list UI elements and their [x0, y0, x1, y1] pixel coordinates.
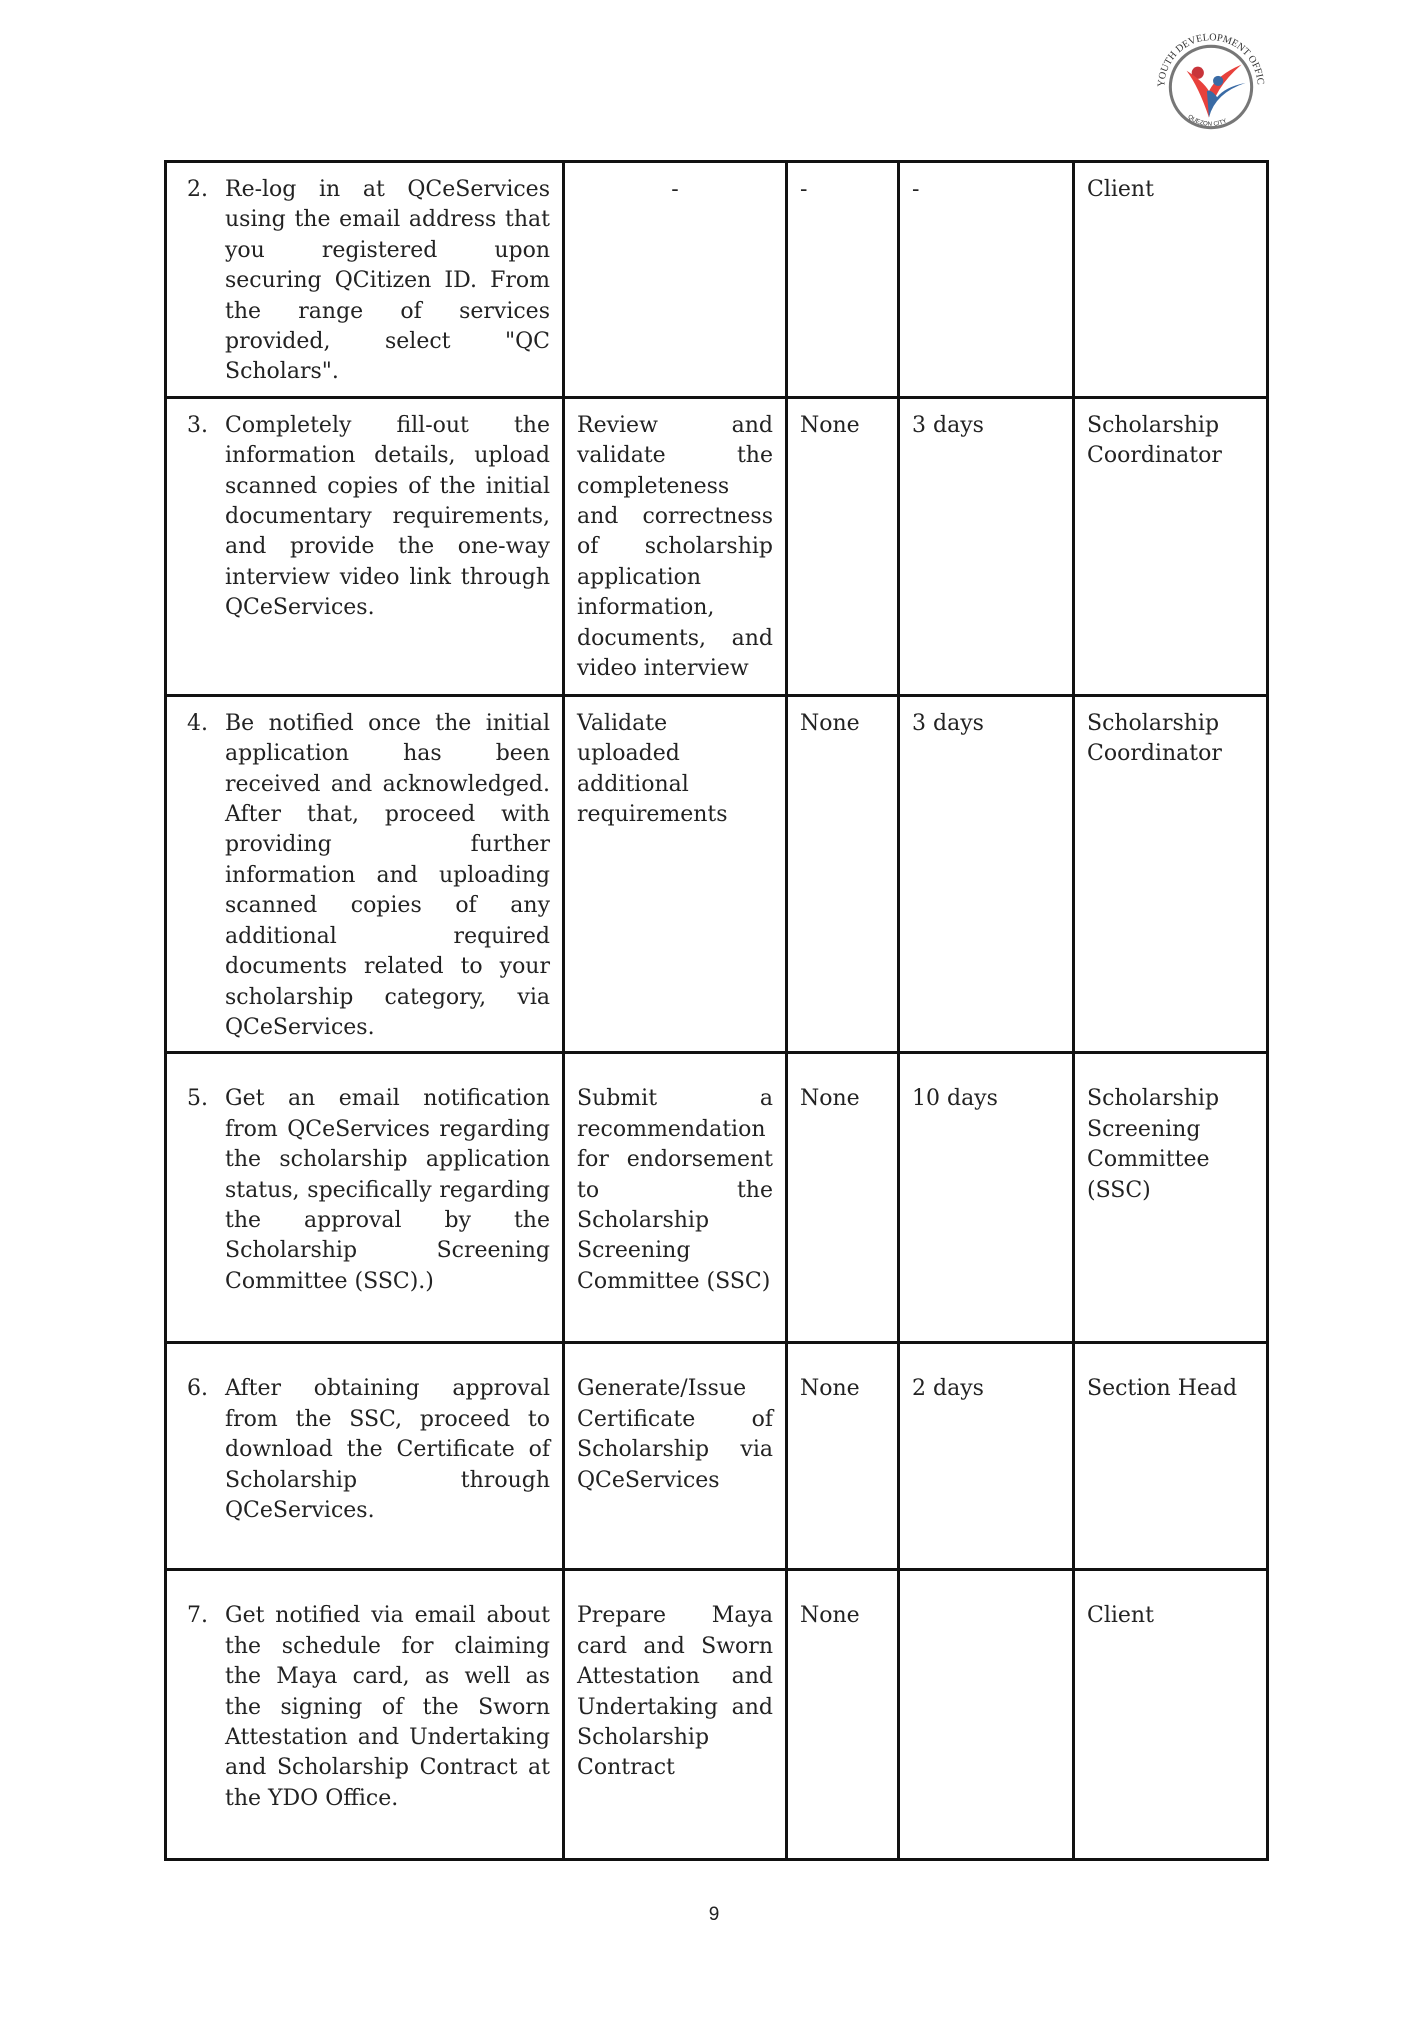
- youth-development-office-logo: YOUTH DEVELOPMENT OFFICE QUEZON CITY: [1150, 26, 1266, 130]
- agency-action-text: Generate/Issue Certificate of Scholarshi…: [577, 1376, 773, 1493]
- client-step-cell: 4. Be notified once the initial applicati…: [164, 693, 565, 1055]
- client-step-cell: 7. Get notified via email about the sched…: [164, 1568, 565, 1862]
- person-responsible-text: Section Head: [1087, 1376, 1238, 1402]
- processing-time-text: 3 days: [912, 412, 984, 438]
- agency-action-text: Review and validate the completeness and…: [577, 412, 773, 682]
- person-responsible-text: Scholarship Coordinator: [1087, 710, 1222, 767]
- table-row: 3. Completely fill-out the information de…: [164, 395, 1269, 697]
- agency-action-cell: -: [562, 160, 788, 399]
- step-text: Get an email notification from QCeServic…: [225, 1086, 550, 1294]
- processing-time-text: 10 days: [912, 1086, 998, 1112]
- fees-cell: None: [785, 1341, 900, 1572]
- fees-text: -: [800, 177, 808, 202]
- fees-text: None: [800, 1603, 860, 1629]
- processing-time-cell: 10 days: [897, 1051, 1075, 1345]
- step-text: Be notified once the initial application…: [225, 710, 550, 1040]
- fees-text: None: [800, 1086, 860, 1112]
- person-responsible-text: Scholarship Screening Committee (SSC): [1087, 1086, 1220, 1203]
- client-step-cell: 3. Completely fill-out the information de…: [164, 395, 565, 697]
- person-responsible-text: Client: [1087, 1603, 1154, 1629]
- person-responsible-text: Client: [1087, 177, 1154, 202]
- step-text: Get notified via email about the schedul…: [225, 1603, 550, 1811]
- processing-time-cell: -: [897, 160, 1075, 399]
- procedure-table: 2. Re-log in at QCeServices using the ema…: [164, 160, 1269, 1862]
- fees-text: None: [800, 710, 860, 736]
- step-number: 6.: [187, 1376, 208, 1402]
- agency-action-cell: Submit a recommendation for endorsement …: [562, 1051, 788, 1345]
- processing-time-cell: 3 days: [897, 395, 1075, 697]
- processing-time-cell: 3 days: [897, 693, 1075, 1055]
- fees-cell: None: [785, 1051, 900, 1345]
- page-number: 9: [708, 1904, 720, 1925]
- person-responsible-cell: Client: [1072, 160, 1269, 399]
- step-number: 5.: [187, 1086, 208, 1112]
- processing-time-cell: 2 days: [897, 1341, 1075, 1572]
- agency-action-text: Validate uploaded additional requirement…: [577, 710, 728, 828]
- agency-action-text: Prepare Maya card and Sworn Attestation …: [577, 1603, 773, 1781]
- table-row: 4. Be notified once the initial applicati…: [164, 693, 1269, 1055]
- agency-action-cell: Review and validate the completeness and…: [562, 395, 788, 697]
- step-text: Re-log in at QCeServices using the email…: [225, 177, 550, 385]
- client-step-cell: 6. After obtaining approval from the SSC,…: [164, 1341, 565, 1572]
- fees-text: None: [800, 412, 860, 438]
- fees-cell: None: [785, 395, 900, 697]
- svg-text:QUEZON CITY: QUEZON CITY: [1186, 113, 1227, 127]
- processing-time-text: -: [912, 177, 920, 202]
- person-responsible-cell: Scholarship Coordinator: [1072, 395, 1269, 697]
- fees-cell: None: [785, 1568, 900, 1862]
- agency-action-text: Submit a recommendation for endorsement …: [577, 1086, 773, 1294]
- table-row: 5. Get an email notification from QCeServ…: [164, 1051, 1269, 1345]
- person-responsible-cell: Scholarship Coordinator: [1072, 693, 1269, 1055]
- fees-text: None: [800, 1376, 860, 1402]
- agency-action-cell: Prepare Maya card and Sworn Attestation …: [562, 1568, 788, 1862]
- person-responsible-text: Scholarship Coordinator: [1087, 412, 1222, 469]
- person-responsible-cell: Section Head: [1072, 1341, 1269, 1572]
- processing-time-text: 3 days: [912, 710, 984, 736]
- agency-action-text: -: [671, 177, 679, 202]
- processing-time-cell: [897, 1568, 1075, 1862]
- step-number: 7.: [187, 1603, 208, 1629]
- svg-text:YOUTH DEVELOPMENT OFFICE: YOUTH DEVELOPMENT OFFICE: [1150, 26, 1266, 87]
- person-responsible-cell: Scholarship Screening Committee (SSC): [1072, 1051, 1269, 1345]
- table-row: 7. Get notified via email about the sched…: [164, 1568, 1269, 1862]
- processing-time-text: 2 days: [912, 1376, 984, 1402]
- fees-cell: None: [785, 693, 900, 1055]
- client-step-cell: 2. Re-log in at QCeServices using the ema…: [164, 160, 565, 399]
- fees-cell: -: [785, 160, 900, 399]
- step-number: 3.: [187, 412, 208, 438]
- agency-action-cell: Generate/Issue Certificate of Scholarshi…: [562, 1341, 788, 1572]
- table-row: 6. After obtaining approval from the SSC,…: [164, 1341, 1269, 1572]
- step-number: 2.: [187, 177, 208, 202]
- step-text: Completely fill-out the information deta…: [225, 412, 550, 621]
- person-responsible-cell: Client: [1072, 1568, 1269, 1862]
- agency-action-cell: Validate uploaded additional requirement…: [562, 693, 788, 1055]
- table-row: 2. Re-log in at QCeServices using the ema…: [164, 160, 1269, 399]
- client-step-cell: 5. Get an email notification from QCeServ…: [164, 1051, 565, 1345]
- step-number: 4.: [187, 710, 208, 736]
- step-text: After obtaining approval from the SSC, p…: [225, 1376, 550, 1523]
